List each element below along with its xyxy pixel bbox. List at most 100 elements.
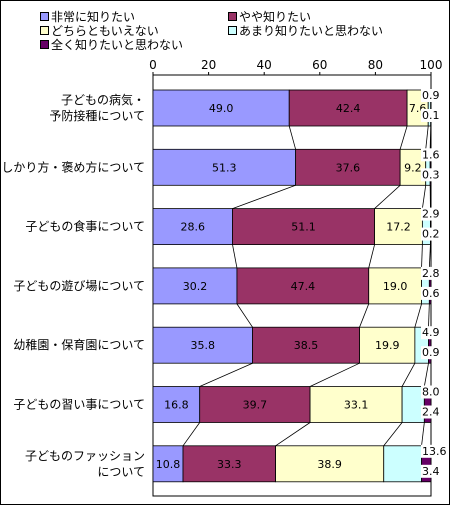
series-connector-line bbox=[383, 422, 403, 447]
x-tick-label: 60 bbox=[312, 58, 327, 72]
bar-value-label: 1.6 bbox=[422, 148, 440, 161]
legend-swatch bbox=[40, 12, 49, 21]
bar-segment bbox=[152, 89, 290, 127]
bar-value-label: 35.8 bbox=[191, 339, 216, 352]
bar-value-label: 0.1 bbox=[422, 109, 440, 122]
series-connector-line bbox=[429, 125, 432, 150]
x-tick-label: 40 bbox=[257, 58, 272, 72]
bar-segment bbox=[368, 267, 422, 305]
bar-segment bbox=[252, 326, 360, 364]
bar-segment bbox=[152, 386, 201, 423]
series-connector-line bbox=[414, 303, 422, 328]
legend: 非常に知りたい やや知りたい どちらともいえない あまり知りたいと思わない 全く… bbox=[40, 6, 430, 53]
legend-item-series-4: あまり知りたいと思わない bbox=[228, 22, 383, 39]
bar-value-label: 51.1 bbox=[291, 221, 316, 234]
bar-value-label: 0.9 bbox=[422, 346, 440, 359]
series-connector-line bbox=[425, 125, 429, 150]
x-tick-label: 0 bbox=[149, 58, 157, 72]
legend-item-series-5: 全く知りたいと思わない bbox=[40, 36, 183, 53]
bar-value-label: 19.0 bbox=[383, 280, 408, 293]
legend-swatch bbox=[228, 12, 237, 21]
bar-segment bbox=[152, 445, 184, 483]
bar-segment bbox=[182, 445, 276, 483]
bar-value-label: 17.2 bbox=[386, 221, 411, 234]
bar-value-label: 0.9 bbox=[422, 89, 440, 102]
value-label-background bbox=[421, 266, 443, 280]
bar-segment bbox=[152, 208, 233, 246]
legend-label: どちらともいえない bbox=[51, 24, 159, 38]
bar-segment bbox=[152, 148, 297, 186]
bar-value-label: 33.1 bbox=[344, 399, 369, 412]
bar-value-label: 16.8 bbox=[164, 399, 189, 412]
bar-value-label: 0.3 bbox=[422, 168, 440, 181]
bar-value-label: 47.4 bbox=[291, 280, 316, 293]
value-label-background bbox=[421, 227, 443, 241]
legend-label: あまり知りたいと思わない bbox=[239, 24, 384, 38]
series-connector-line bbox=[374, 185, 401, 209]
bar-value-label: 2.8 bbox=[422, 267, 440, 280]
legend-swatch bbox=[40, 40, 49, 49]
bar-value-label: 30.2 bbox=[183, 280, 208, 293]
category-label: 幼稚園・保育園について bbox=[13, 337, 145, 352]
bar-value-label: 38.9 bbox=[317, 458, 342, 471]
x-tick-label: 80 bbox=[368, 58, 383, 72]
bar-value-label: 9.2 bbox=[404, 161, 422, 174]
category-label: 子どものファッション bbox=[25, 449, 145, 463]
value-label-background bbox=[421, 148, 443, 162]
x-tick-label: 100 bbox=[420, 58, 443, 72]
series-connector-line bbox=[428, 244, 431, 268]
category-label: しかり方・褒め方について bbox=[1, 159, 145, 174]
legend-item-series-1: 非常に知りたい bbox=[40, 8, 135, 25]
bar-value-label: 2.9 bbox=[422, 208, 440, 221]
bar-value-label: 51.3 bbox=[212, 161, 237, 174]
bar-segment bbox=[152, 267, 238, 305]
value-label-background bbox=[421, 286, 443, 300]
series-connector-line bbox=[232, 244, 238, 268]
series-connector-line bbox=[421, 244, 423, 268]
bar-value-label: 38.5 bbox=[294, 339, 319, 352]
bar-segment bbox=[232, 208, 375, 246]
bar-segment bbox=[199, 386, 311, 423]
bar-value-label: 49.0 bbox=[209, 102, 234, 115]
series-connector-line bbox=[359, 303, 370, 328]
series-connector-line bbox=[428, 303, 430, 328]
bar-value-label: 37.6 bbox=[336, 161, 361, 174]
series-connector-line bbox=[399, 125, 408, 150]
legend-item-series-3: どちらともいえない bbox=[40, 22, 159, 39]
value-label-background bbox=[421, 326, 443, 340]
series-connector-line bbox=[421, 422, 425, 446]
bar-value-label: 0.2 bbox=[422, 228, 440, 241]
legend-swatch bbox=[228, 26, 237, 35]
value-label-background bbox=[421, 346, 443, 360]
bar-value-label: 2.4 bbox=[422, 406, 440, 419]
series-connector-line bbox=[423, 363, 429, 387]
series-connector-line bbox=[182, 422, 201, 447]
category-label: 子どもの習い事について bbox=[13, 398, 145, 412]
bar-value-label: 19.9 bbox=[375, 339, 400, 352]
value-label-background bbox=[421, 207, 443, 221]
bar-value-label: 4.9 bbox=[422, 326, 440, 339]
bar-value-label: 33.3 bbox=[217, 458, 242, 471]
category-label: について bbox=[97, 465, 145, 479]
value-label-background bbox=[421, 168, 443, 182]
value-label-background bbox=[421, 405, 443, 419]
bar-value-label: 3.4 bbox=[422, 465, 440, 478]
bar-value-label: 42.4 bbox=[336, 102, 361, 115]
category-label: 子どもの病気・ bbox=[61, 92, 145, 107]
value-label-background bbox=[421, 464, 443, 478]
series-connector-line bbox=[368, 244, 375, 268]
value-label-background bbox=[421, 89, 443, 102]
series-connector-line bbox=[275, 422, 311, 447]
legend-label: 非常に知りたい bbox=[51, 10, 136, 24]
category-label: 予防接種について bbox=[49, 108, 145, 123]
bar-segment bbox=[374, 208, 423, 246]
category-label: 子どもの食事について bbox=[25, 219, 145, 234]
x-tick-label: 20 bbox=[201, 58, 216, 72]
legend-label: 全く知りたいと思わない bbox=[51, 38, 184, 52]
series-connector-line bbox=[199, 362, 253, 387]
value-label-background bbox=[421, 109, 443, 122]
bar-segment bbox=[401, 386, 425, 423]
bar-value-label: 28.6 bbox=[181, 221, 206, 234]
bar-value-label: 13.6 bbox=[422, 445, 447, 458]
